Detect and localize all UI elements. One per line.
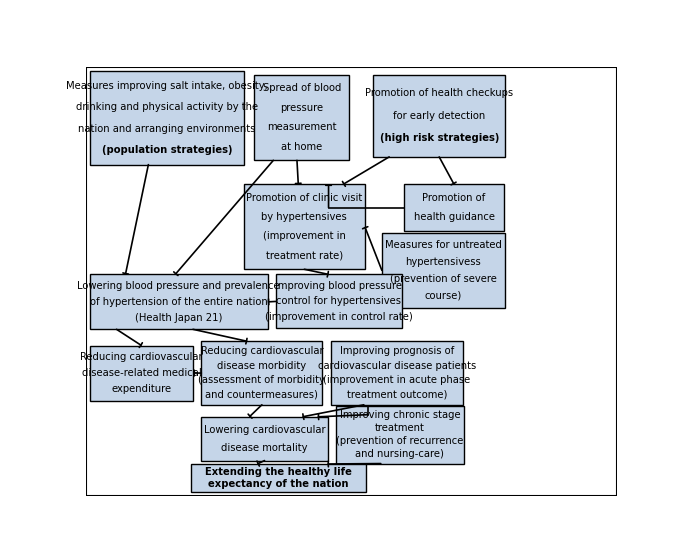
Text: by hypertensives: by hypertensives: [262, 212, 347, 222]
FancyBboxPatch shape: [275, 275, 402, 329]
FancyBboxPatch shape: [331, 341, 462, 405]
Text: Spread of blood: Spread of blood: [262, 83, 341, 93]
Text: Lowering blood pressure and prevalence: Lowering blood pressure and prevalence: [77, 281, 280, 291]
Text: treatment rate): treatment rate): [266, 251, 343, 261]
Text: drinking and physical activity by the: drinking and physical activity by the: [76, 102, 258, 113]
Text: Extending the healthy life: Extending the healthy life: [205, 467, 352, 477]
Text: (Health Japan 21): (Health Japan 21): [135, 313, 223, 323]
Text: Measures improving salt intake, obesity,: Measures improving salt intake, obesity,: [66, 81, 268, 91]
Text: disease morbidity: disease morbidity: [217, 361, 306, 371]
Text: (improvement in control rate): (improvement in control rate): [265, 312, 413, 323]
Text: at home: at home: [281, 141, 323, 152]
Text: Measures for untreated: Measures for untreated: [385, 240, 502, 250]
Text: (assessment of morbidity: (assessment of morbidity: [199, 375, 325, 385]
Text: measurement: measurement: [267, 122, 336, 132]
FancyBboxPatch shape: [404, 184, 504, 231]
Text: and countermeasures): and countermeasures): [206, 390, 319, 400]
FancyBboxPatch shape: [201, 417, 327, 461]
FancyBboxPatch shape: [373, 75, 505, 157]
Text: Promotion of clinic visit: Promotion of clinic visit: [246, 193, 362, 203]
Text: Promotion of: Promotion of: [423, 193, 486, 203]
Text: expectancy of the nation: expectancy of the nation: [208, 479, 349, 489]
Text: Improving blood pressure: Improving blood pressure: [275, 281, 402, 291]
FancyBboxPatch shape: [244, 184, 365, 269]
Text: and nursing-care): and nursing-care): [356, 449, 445, 460]
FancyBboxPatch shape: [90, 71, 244, 165]
Text: Improving prognosis of: Improving prognosis of: [340, 346, 454, 356]
Text: expenditure: expenditure: [112, 384, 172, 394]
Text: for early detection: for early detection: [393, 111, 485, 121]
FancyBboxPatch shape: [90, 345, 193, 400]
Text: control for hypertensives: control for hypertensives: [276, 296, 401, 306]
FancyBboxPatch shape: [336, 405, 464, 463]
FancyBboxPatch shape: [190, 464, 366, 492]
Text: (prevention of severe: (prevention of severe: [390, 274, 497, 284]
Text: Lowering cardiovascular: Lowering cardiovascular: [203, 424, 325, 434]
Text: disease mortality: disease mortality: [221, 443, 308, 453]
Text: (improvement in acute phase: (improvement in acute phase: [323, 375, 471, 385]
FancyBboxPatch shape: [201, 341, 323, 405]
Text: (prevention of recurrence: (prevention of recurrence: [336, 436, 464, 446]
Text: (improvement in: (improvement in: [263, 232, 346, 242]
Text: Improving chronic stage: Improving chronic stage: [340, 410, 460, 420]
Text: disease-related medical: disease-related medical: [82, 368, 201, 378]
Text: nation and arranging environments: nation and arranging environments: [78, 124, 256, 134]
Text: course): course): [425, 291, 462, 301]
Text: Reducing cardiovascular: Reducing cardiovascular: [201, 346, 323, 356]
Text: hypertensivess: hypertensivess: [406, 257, 482, 267]
FancyBboxPatch shape: [254, 75, 349, 160]
Text: health guidance: health guidance: [414, 212, 495, 222]
Text: pressure: pressure: [280, 102, 323, 113]
Text: of hypertension of the entire nation: of hypertension of the entire nation: [90, 297, 268, 307]
Text: (high risk strategies): (high risk strategies): [379, 133, 499, 143]
FancyBboxPatch shape: [382, 233, 505, 308]
Text: Promotion of health checkups: Promotion of health checkups: [365, 89, 513, 99]
Text: treatment outcome): treatment outcome): [347, 390, 447, 400]
Text: Reducing cardiovascular: Reducing cardiovascular: [80, 352, 203, 362]
Text: cardiovascular disease patients: cardiovascular disease patients: [318, 361, 476, 371]
FancyBboxPatch shape: [90, 275, 268, 329]
Text: treatment: treatment: [375, 423, 425, 433]
Text: (population strategies): (population strategies): [101, 145, 232, 155]
